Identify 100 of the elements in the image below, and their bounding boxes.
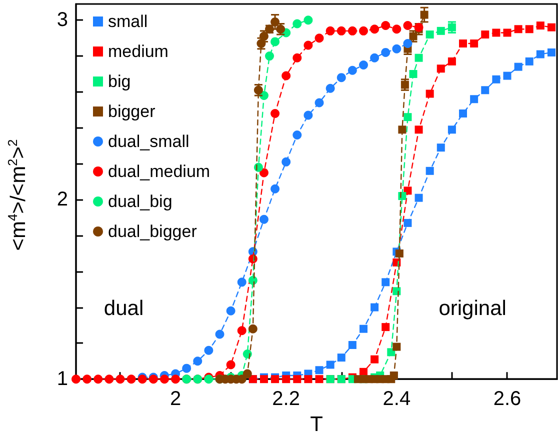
point: [336, 26, 346, 36]
legend-label: dual_big: [108, 192, 172, 211]
point: [492, 28, 500, 37]
x-tick-label: 2: [170, 388, 182, 410]
point: [426, 90, 434, 98]
x-tick-label: 2.4: [382, 388, 411, 410]
point: [72, 374, 80, 384]
point: [248, 324, 258, 334]
point: [126, 374, 136, 384]
point: [359, 26, 368, 36]
point: [370, 303, 379, 312]
point: [104, 374, 114, 384]
point: [382, 323, 390, 332]
point: [226, 360, 236, 370]
x-axis-title: T: [310, 413, 324, 436]
point: [304, 40, 313, 50]
point: [304, 16, 313, 25]
point: [193, 356, 202, 366]
point: [403, 21, 412, 30]
legend-label: dual_bigger: [108, 222, 198, 241]
point: [470, 95, 478, 104]
point: [237, 278, 246, 287]
point: [390, 372, 398, 380]
point: [525, 57, 534, 66]
point: [403, 38, 412, 48]
point: [315, 366, 324, 374]
point: [326, 26, 335, 36]
point: [160, 374, 169, 384]
point: [459, 109, 468, 118]
legend-label: dual_small: [108, 132, 190, 151]
point: [492, 75, 500, 84]
point: [270, 37, 280, 46]
y-tick-label: 1: [56, 368, 68, 390]
legend-label: small: [108, 12, 148, 31]
point: [536, 22, 544, 30]
point: [314, 98, 324, 108]
point: [282, 375, 290, 384]
point: [292, 53, 302, 62]
point: [448, 57, 456, 66]
point: [395, 249, 404, 258]
point: [326, 84, 335, 93]
point: [536, 50, 544, 58]
point: [259, 214, 268, 224]
x-tick-label: 2.2: [272, 388, 300, 410]
y-tick-label: 3: [56, 9, 68, 32]
point: [337, 354, 346, 362]
point: [392, 342, 401, 351]
point: [470, 39, 478, 48]
point: [414, 126, 423, 134]
point: [315, 375, 324, 384]
point: [448, 126, 456, 134]
point: [292, 130, 302, 140]
point: [359, 324, 368, 333]
point: [381, 21, 390, 30]
point: [547, 23, 556, 32]
point: [404, 113, 412, 122]
point: [226, 306, 236, 316]
point: [282, 71, 291, 80]
point: [381, 48, 390, 57]
point: [82, 374, 92, 384]
point: [116, 374, 125, 384]
point: [215, 330, 224, 339]
point: [398, 126, 406, 134]
point: [348, 66, 357, 75]
legend-label: bigger: [108, 102, 156, 121]
point: [242, 369, 252, 378]
point: [414, 54, 423, 62]
point: [436, 144, 445, 152]
point: [514, 62, 522, 71]
point: [304, 375, 312, 384]
point: [547, 48, 556, 56]
point: [426, 30, 434, 39]
point: [392, 44, 402, 54]
point: [370, 355, 379, 364]
point: [436, 26, 445, 35]
point: [237, 326, 246, 336]
x-tick-label: 2.6: [493, 388, 522, 410]
point: [292, 19, 302, 28]
point: [370, 24, 380, 34]
y-tick-label: 2: [56, 188, 68, 211]
point: [414, 194, 423, 202]
point: [459, 39, 468, 48]
point: [242, 349, 252, 358]
point: [382, 278, 390, 286]
point: [514, 25, 522, 34]
legend-label: big: [108, 72, 131, 91]
point: [481, 30, 490, 39]
annotation: original: [438, 297, 506, 320]
point: [293, 375, 302, 384]
point: [426, 166, 434, 175]
point: [265, 52, 274, 61]
point: [481, 86, 490, 94]
point: [392, 24, 402, 34]
point: [348, 341, 356, 349]
point: [370, 53, 380, 62]
point: [436, 64, 445, 73]
annotation: dual: [104, 297, 144, 320]
point: [525, 25, 534, 34]
point: [270, 17, 280, 26]
point: [348, 26, 357, 36]
